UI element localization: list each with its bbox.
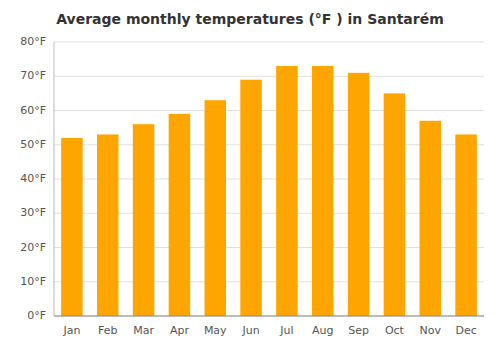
x-tick-label: May: [204, 324, 227, 337]
x-tick-label: Aug: [312, 324, 333, 337]
grid-line: [54, 110, 484, 111]
grid-line: [54, 42, 484, 43]
bar: [276, 66, 298, 316]
bar: [240, 80, 261, 316]
bar: [348, 73, 370, 316]
y-tick-label: 0°F: [27, 309, 46, 322]
y-tick-label: 40°F: [20, 172, 46, 185]
bar: [384, 93, 406, 316]
x-tick-label: Oct: [385, 324, 405, 337]
x-tick-label: Jul: [279, 324, 293, 337]
bar: [169, 114, 191, 316]
bar: [420, 121, 442, 316]
x-tick-label: Dec: [455, 324, 476, 337]
y-tick-label: 70°F: [20, 69, 46, 82]
x-tick-label: Apr: [170, 324, 190, 337]
x-tick-label: Jun: [241, 324, 259, 337]
x-tick-label: Jan: [62, 324, 80, 337]
chart: Average monthly temperatures (°F ) in Sa…: [0, 0, 500, 350]
y-tick-label: 10°F: [20, 275, 46, 288]
grid-line: [54, 76, 484, 77]
y-tick-label: 50°F: [20, 138, 46, 151]
bar: [312, 66, 334, 316]
x-axis: Jan Feb Mar Apr May Jun Jul Aug Sep Oct Nov Dec: [62, 324, 476, 337]
bar: [97, 134, 119, 316]
x-tick-label: Feb: [98, 324, 117, 337]
x-axis-line: [54, 316, 484, 317]
bars: [61, 66, 477, 316]
page: {"chart_data": {"type": "bar", "title": …: [0, 0, 500, 350]
y-tick-label: 80°F: [20, 35, 46, 48]
bar: [205, 100, 227, 316]
grid-line: [54, 316, 484, 317]
x-tick-label: Nov: [420, 324, 442, 337]
title: Average monthly temperatures (°F ) in Sa…: [56, 11, 444, 27]
x-tick-label: Sep: [348, 324, 369, 337]
bar: [133, 124, 155, 316]
x-tick-label: Mar: [133, 324, 154, 337]
chart-container: Average monthly temperatures (°F ) in Sa…: [0, 0, 500, 350]
y-tick-label: 20°F: [20, 241, 46, 254]
y-axis-line: [54, 42, 55, 316]
y-axis: 0°F 10°F 20°F 30°F 40°F 50°F 60°F 70°F 80°F: [20, 35, 484, 322]
y-tick-label: 30°F: [20, 206, 46, 219]
bar: [455, 134, 477, 316]
y-tick-label: 60°F: [20, 104, 46, 117]
bar: [61, 138, 83, 316]
